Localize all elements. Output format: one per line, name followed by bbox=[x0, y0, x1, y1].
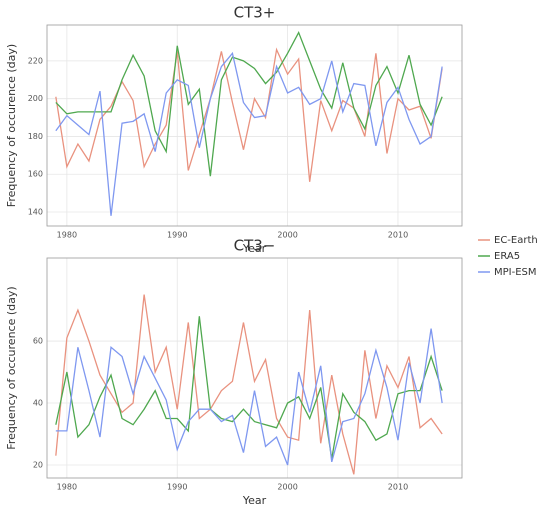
y-tick-label: 140 bbox=[28, 208, 43, 217]
x-tick-label: 2000 bbox=[277, 483, 297, 492]
x-axis-label: Year bbox=[242, 494, 267, 507]
legend-label: EC-Earth bbox=[494, 235, 538, 246]
legend-label: MPI-ESM bbox=[494, 267, 537, 278]
x-tick-label: 1980 bbox=[57, 483, 77, 492]
panel-border bbox=[46, 24, 463, 227]
y-tick-label: 40 bbox=[33, 399, 43, 408]
x-tick-label: 1990 bbox=[167, 483, 187, 492]
y-tick-label: 180 bbox=[28, 132, 43, 141]
y-axis-label: Frequency of occurence (day) bbox=[5, 286, 18, 449]
chart-title: CT3− bbox=[234, 237, 276, 255]
x-tick-label: 2010 bbox=[388, 483, 408, 492]
y-tick-label: 160 bbox=[28, 170, 43, 179]
y-tick-label: 60 bbox=[33, 337, 43, 346]
series-line: MPI-ESM bbox=[55, 328, 443, 466]
y-tick-label: 220 bbox=[28, 56, 43, 65]
panel-border bbox=[46, 257, 463, 479]
x-axis-label: Year bbox=[242, 242, 267, 255]
y-axis-label: Frequency of occurence (day) bbox=[5, 44, 18, 207]
series-line: ERA5 bbox=[55, 316, 443, 459]
x-tick-label: 2010 bbox=[388, 231, 408, 240]
x-tick-label: 1990 bbox=[167, 231, 187, 240]
panel bbox=[47, 258, 462, 478]
x-tick-label: 2000 bbox=[277, 231, 297, 240]
y-tick-label: 200 bbox=[28, 94, 43, 103]
x-tick-label: 1980 bbox=[57, 231, 77, 240]
series-line bbox=[55, 51, 443, 216]
chart-title: CT3+ bbox=[234, 4, 276, 22]
series-line bbox=[55, 30, 443, 177]
y-tick-label: 20 bbox=[33, 460, 43, 469]
legend-label: ERA5 bbox=[494, 251, 520, 262]
